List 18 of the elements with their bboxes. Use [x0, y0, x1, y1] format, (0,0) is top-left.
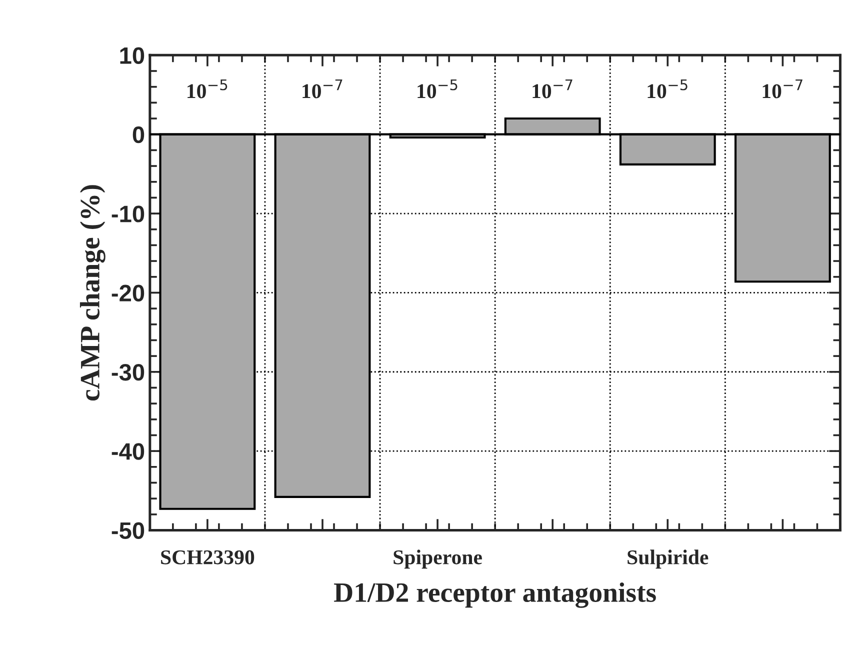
annotation: 10$^{−5}$	[418, 79, 458, 98]
annotation: 10$^{−7}$	[302, 79, 342, 98]
y-tick-label: 10	[120, 47, 144, 64]
annotation: 10$^{−5}$	[188, 79, 228, 98]
y-axis-title: cAMP change (%)	[80, 185, 106, 401]
y-tick-label: -10	[112, 206, 144, 222]
y-tick-label: -30	[112, 364, 144, 381]
y-tick-label: -20	[112, 284, 144, 302]
x-tick-label: Spiperone	[394, 550, 482, 569]
x-tick-label: SCH23390	[161, 550, 254, 564]
annotation: 10$^{−7}$	[532, 79, 572, 98]
annotation: 10$^{−7}$	[762, 79, 802, 98]
y-tick-label: -40	[112, 443, 144, 460]
annotation: 10$^{−5}$	[648, 79, 688, 98]
x-tick-label: Sulpiride	[628, 550, 708, 569]
y-tick-label: 0	[132, 126, 144, 144]
y-tick-label: -50	[112, 522, 144, 540]
x-axis-title: D1/D2 receptor antagonists	[334, 582, 656, 608]
